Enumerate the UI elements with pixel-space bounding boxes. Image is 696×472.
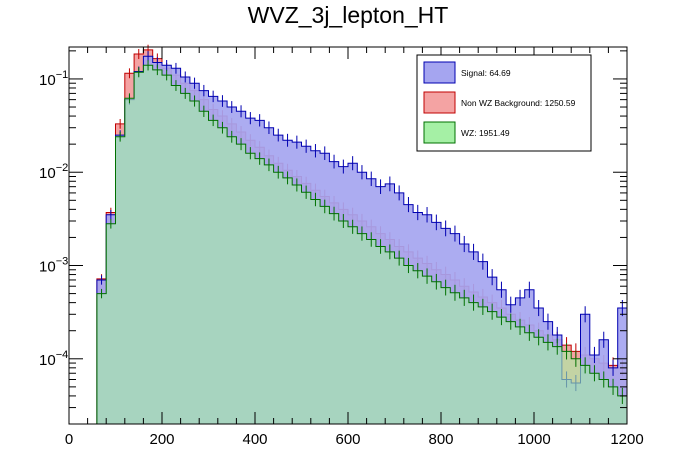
y-tick-label: 10−1 (39, 69, 68, 89)
x-tick-label: 800 (428, 431, 453, 448)
x-tick-label: 1000 (517, 431, 550, 448)
y-tick-exponent: −1 (56, 69, 69, 81)
y-tick-exponent: −4 (56, 349, 69, 361)
chart-title: WVZ_3j_lepton_HT (247, 2, 449, 28)
legend-label: WZ: 1951.49 (461, 128, 510, 138)
legend-label: Signal: 64.69 (461, 68, 511, 78)
x-tick-label: 400 (242, 431, 267, 448)
x-tick-label: 600 (335, 431, 360, 448)
y-tick-label: 10−3 (39, 256, 68, 276)
legend-swatch-non-wz-background (423, 91, 456, 114)
y-tick-exponent: −3 (56, 256, 69, 268)
x-tick-label: 1200 (610, 431, 643, 448)
x-tick-label: 0 (65, 431, 73, 448)
x-tick-label: 200 (149, 431, 174, 448)
y-tick-label: 10−2 (39, 162, 68, 182)
y-tick-label: 10−4 (39, 349, 68, 369)
legend-swatch-wz (423, 121, 456, 144)
legend-label: Non WZ Background: 1250.59 (461, 98, 576, 108)
legend-swatch-signal (423, 61, 456, 84)
y-tick-exponent: −2 (56, 162, 69, 174)
